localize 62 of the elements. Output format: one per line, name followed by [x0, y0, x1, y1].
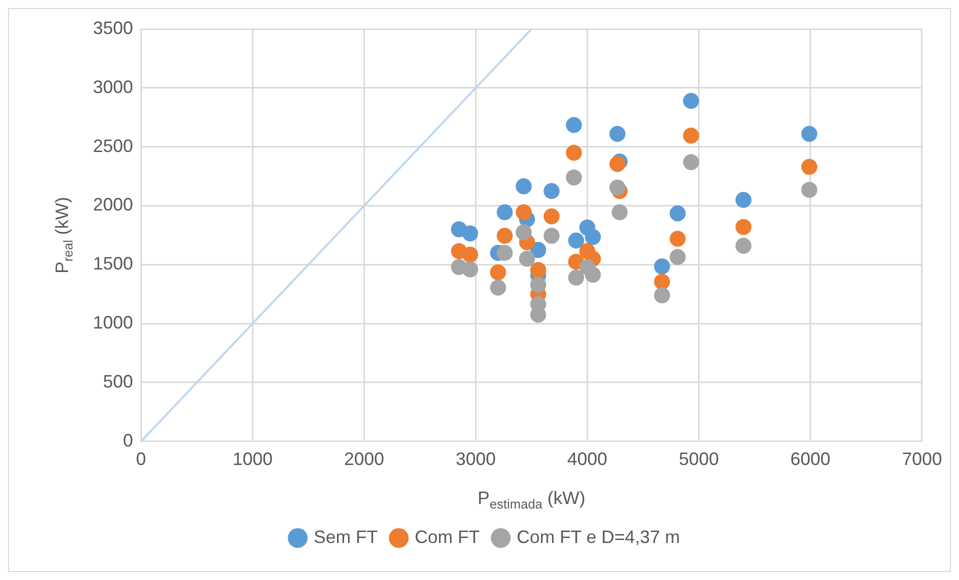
y-tick-label: 2000 [92, 194, 134, 215]
point [670, 205, 686, 222]
point [530, 262, 546, 278]
point [462, 261, 478, 278]
y-tick-label: 2500 [92, 136, 134, 156]
y-tick-label: 1000 [92, 312, 134, 333]
point [566, 144, 582, 161]
point [683, 154, 700, 170]
point [490, 264, 506, 280]
y-tick-label: 3000 [92, 76, 134, 97]
point [801, 126, 818, 142]
legend-label: Com FT [414, 526, 480, 547]
point [519, 250, 536, 267]
y-tick-label: 0 [123, 430, 134, 450]
point [670, 249, 686, 265]
point [670, 230, 686, 247]
y-tick-label: 3500 [92, 18, 134, 38]
point [654, 274, 670, 290]
point [735, 238, 752, 254]
y-tick-label: 1500 [92, 254, 134, 274]
point [654, 258, 670, 274]
legend-label: Com FT e D=4,37 m [516, 526, 680, 547]
point [544, 183, 560, 200]
point [683, 128, 700, 144]
point [683, 92, 700, 109]
x-tick-label: 5000 [678, 449, 719, 470]
x-tick-label: 7000 [902, 449, 942, 470]
point [530, 276, 546, 293]
point [801, 182, 818, 198]
x-tick-label: 1000 [232, 449, 273, 470]
y-tick-label: 500 [102, 371, 134, 392]
point [462, 246, 478, 263]
point [609, 179, 626, 196]
point [584, 228, 601, 245]
point [584, 266, 601, 283]
point [516, 178, 532, 194]
point [496, 204, 513, 220]
point [801, 158, 818, 175]
point [568, 270, 584, 286]
point [566, 169, 582, 186]
point [516, 224, 532, 240]
legend-label: Sem FT [314, 526, 378, 547]
point [735, 192, 752, 208]
x-tick-label: 4000 [567, 449, 608, 470]
point [612, 204, 628, 220]
x-tick-label: 2000 [344, 449, 384, 470]
x-tick-label: 3000 [456, 449, 496, 470]
point [544, 208, 560, 224]
x-tick-label: 0 [136, 449, 146, 470]
point [490, 280, 506, 296]
y-axis-title: Preal (kW) [52, 196, 76, 274]
point [544, 228, 560, 244]
point [568, 232, 584, 249]
point [462, 225, 478, 242]
point [609, 126, 626, 142]
point [496, 228, 513, 244]
x-tick-label: 6000 [790, 449, 830, 470]
point [654, 287, 670, 304]
point [735, 218, 752, 235]
point [516, 204, 532, 220]
point [496, 244, 513, 261]
point [566, 117, 582, 134]
